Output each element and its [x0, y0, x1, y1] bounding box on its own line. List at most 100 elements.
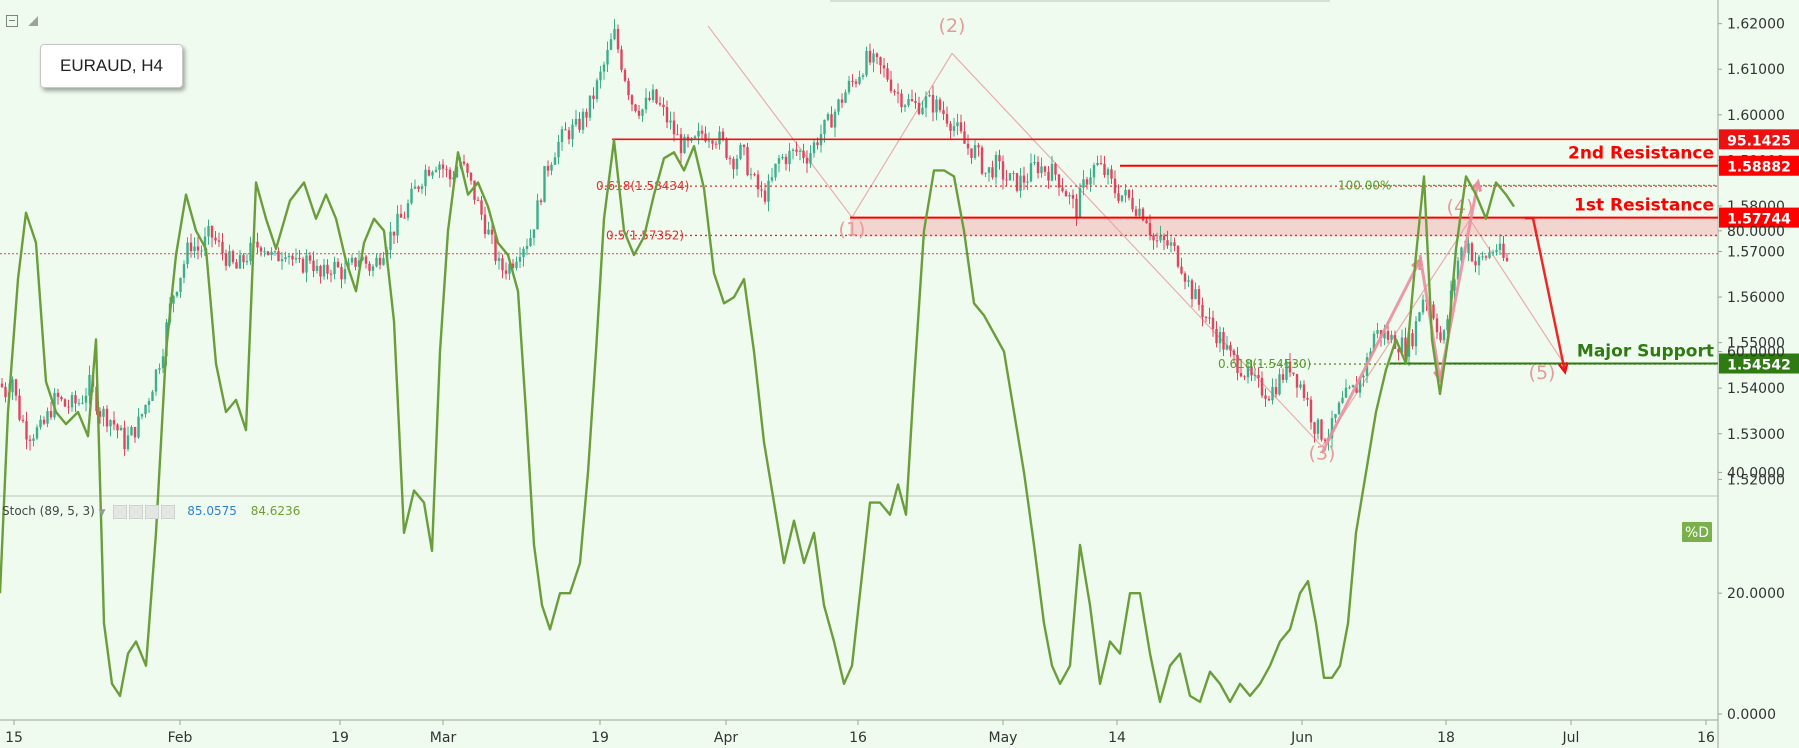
- candle-body: [207, 225, 210, 237]
- close-icon[interactable]: [161, 504, 176, 519]
- candle-body: [910, 99, 914, 101]
- pin-icon[interactable]: [28, 15, 39, 26]
- candle-body: [956, 122, 959, 127]
- candle-body: [693, 136, 697, 139]
- candle-body: [11, 379, 14, 393]
- candle-body: [259, 247, 263, 252]
- candle-body: [770, 177, 774, 181]
- candle-body: [1190, 280, 1194, 300]
- candle-body: [112, 420, 116, 425]
- candle-body: [1187, 280, 1190, 282]
- candle-body: [830, 114, 833, 128]
- wave-label: (1): [839, 219, 866, 241]
- candle-body: [235, 262, 238, 269]
- time-tick-label: 19: [591, 730, 609, 746]
- candle-body: [375, 257, 378, 267]
- candle-body: [1264, 395, 1267, 399]
- candle-body: [574, 118, 578, 125]
- candle-body: [1243, 376, 1246, 378]
- candle-body: [340, 267, 343, 280]
- candle-body: [896, 92, 900, 94]
- candle-body: [1229, 345, 1232, 351]
- candle-body: [756, 174, 760, 190]
- candle-body: [294, 257, 298, 260]
- candle-body: [39, 419, 42, 428]
- candle-body: [658, 103, 662, 105]
- minimize-icon[interactable]: [6, 14, 18, 27]
- candle-body: [532, 229, 536, 238]
- candle-body: [1152, 235, 1155, 241]
- candle-body: [221, 241, 224, 254]
- chevron-down-icon[interactable]: ▼: [98, 508, 106, 518]
- candle-body: [483, 214, 487, 235]
- candle-body: [536, 200, 539, 230]
- candle-body: [1043, 166, 1047, 172]
- candle-body: [476, 199, 480, 201]
- candle-body: [1159, 235, 1162, 241]
- candle-body: [1078, 187, 1082, 217]
- candle-body: [147, 400, 151, 405]
- candle-body: [928, 94, 931, 97]
- candle-body: [539, 200, 543, 203]
- resistance-zone: [850, 217, 1718, 237]
- candle-body: [189, 242, 193, 252]
- price-badge-label: 1.58882: [1727, 160, 1791, 176]
- add-icon[interactable]: [145, 504, 160, 519]
- candle-body: [102, 408, 105, 417]
- candle-body: [949, 123, 952, 131]
- candle-body: [1435, 318, 1439, 333]
- candle-body: [914, 100, 917, 103]
- stoch-tick-label: 40.0000: [1727, 465, 1785, 481]
- candle-body: [711, 140, 714, 144]
- candle-body: [1064, 191, 1068, 197]
- candle-body: [1281, 374, 1285, 380]
- candle-body: [1446, 319, 1449, 331]
- candle-body: [959, 122, 963, 132]
- candle-body: [798, 150, 802, 152]
- candle-body: [1288, 361, 1292, 373]
- candle-body: [882, 65, 886, 69]
- candle-body: [784, 156, 788, 165]
- candle-body: [1474, 261, 1477, 266]
- candle-body: [1106, 169, 1110, 176]
- candle-body: [123, 427, 126, 450]
- candle-body: [641, 109, 644, 116]
- candle-body: [1484, 256, 1488, 258]
- candle-body: [812, 142, 816, 154]
- candle-body: [893, 91, 896, 93]
- candle-body: [984, 172, 987, 174]
- wave-line: [1321, 219, 1471, 447]
- candle-body: [403, 217, 406, 219]
- candle-body: [581, 111, 585, 130]
- candle-body: [837, 99, 840, 112]
- candle-body: [1068, 194, 1071, 197]
- time-tick-label: 18: [1437, 730, 1455, 746]
- candle-body: [623, 69, 627, 81]
- projection-arrow: [1531, 217, 1567, 373]
- candle-body: [1495, 249, 1498, 253]
- candle-body: [1306, 397, 1309, 400]
- candle-body: [1341, 397, 1344, 403]
- candle-body: [469, 172, 473, 181]
- candle-body: [228, 251, 231, 266]
- candle-body: [1082, 179, 1085, 188]
- candle-body: [0, 383, 4, 387]
- candle-body: [84, 395, 88, 403]
- candle-body: [669, 120, 672, 123]
- settings-icon[interactable]: [129, 504, 144, 519]
- candle-body: [606, 49, 609, 65]
- candle-body: [466, 163, 469, 173]
- candle-body: [1411, 333, 1414, 347]
- candle-body: [308, 255, 312, 261]
- candle-body: [662, 104, 665, 108]
- candle-body: [305, 255, 308, 273]
- candle-body: [333, 261, 336, 275]
- eye-icon[interactable]: [113, 504, 128, 519]
- candle-body: [109, 420, 112, 427]
- price-badge: [1719, 155, 1799, 176]
- price-tick-label: 1.54000: [1727, 381, 1785, 397]
- candle-body: [609, 39, 613, 50]
- candle-body: [1061, 187, 1064, 192]
- candle-body: [1414, 321, 1418, 347]
